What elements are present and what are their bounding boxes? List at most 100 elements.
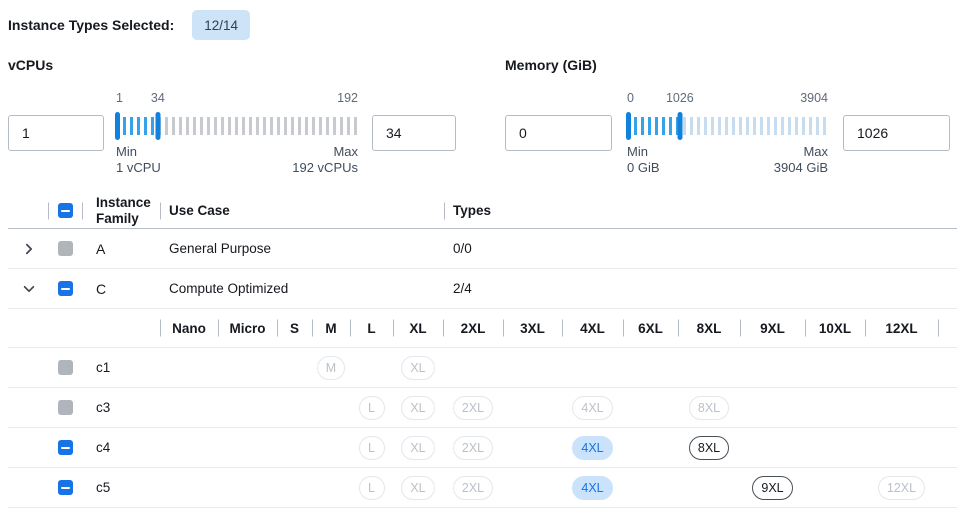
c4-label: c4 bbox=[96, 440, 111, 455]
c5-label: c5 bbox=[96, 480, 111, 495]
selection-summary-label: Instance Types Selected: bbox=[8, 17, 175, 33]
column-header-use-case: Use Case bbox=[160, 193, 444, 228]
vcpus-filter: vCPUs 1 34 192 Min 1 bbox=[8, 57, 456, 175]
c3-2xl-pill: 2XL bbox=[452, 395, 494, 420]
vcpus-max-input[interactable] bbox=[372, 115, 456, 151]
c1-m-pill: M bbox=[316, 355, 346, 380]
size-header-filler bbox=[938, 309, 957, 347]
indeterminate-dash-icon bbox=[60, 446, 70, 449]
selection-count-badge: 12/14 bbox=[192, 10, 251, 40]
memory-scale-start: 0 bbox=[627, 91, 634, 105]
c5-9xl-pill[interactable]: 9XL bbox=[752, 475, 793, 500]
column-header-types: Types bbox=[444, 193, 957, 228]
c5-4xl-pill[interactable]: 4XL bbox=[572, 475, 613, 500]
family-c-checkbox[interactable] bbox=[57, 281, 73, 296]
instance-family-table: Instance Family Use Case Types A General… bbox=[8, 193, 957, 508]
size-header-12xl: 12XL bbox=[865, 309, 938, 347]
family-row-a: A General Purpose 0/0 bbox=[8, 229, 957, 269]
memory-max-input[interactable] bbox=[843, 115, 950, 151]
type-row-c4: c4 L XL 2XL 4XL 8XL bbox=[8, 428, 957, 468]
vcpus-slider-selected-range bbox=[116, 117, 158, 135]
type-row-c5: c5 L XL 2XL 4XL 9XL 12XL bbox=[8, 468, 957, 508]
vcpus-max-label: Max bbox=[333, 144, 358, 159]
c4-4xl-pill[interactable]: 4XL bbox=[572, 435, 613, 460]
memory-scale-current: 1026 bbox=[665, 91, 694, 105]
memory-max-sublabel: 3904 GiB bbox=[773, 160, 828, 175]
type-row-c3: c3 L XL 2XL 4XL 8XL bbox=[8, 388, 957, 428]
size-header-9xl: 9XL bbox=[740, 309, 805, 347]
memory-slider-min-handle[interactable] bbox=[626, 112, 631, 140]
vcpus-slider[interactable]: 1 34 192 Min 1 vCPU Max bbox=[115, 91, 358, 175]
c3-checkbox bbox=[57, 400, 73, 415]
memory-filter: Memory (GiB) 0 1026 3904 Min bbox=[505, 57, 950, 175]
family-a-label: A bbox=[96, 240, 106, 257]
size-header-8xl: 8XL bbox=[678, 309, 740, 347]
vcpus-min-label: Min bbox=[116, 144, 137, 159]
c3-l-pill: L bbox=[358, 395, 385, 420]
size-header-nano: Nano bbox=[160, 309, 218, 347]
c4-checkbox[interactable] bbox=[57, 440, 73, 455]
vcpus-scale-start: 1 bbox=[116, 91, 123, 105]
family-c-label: C bbox=[96, 280, 107, 297]
memory-scale-end: 3904 bbox=[800, 91, 828, 105]
c4-xl-pill: XL bbox=[401, 435, 435, 460]
size-header-6xl: 6XL bbox=[623, 309, 678, 347]
indeterminate-dash-icon bbox=[61, 209, 70, 212]
c1-xl-pill: XL bbox=[401, 355, 435, 380]
family-a-use-case: General Purpose bbox=[169, 241, 272, 256]
size-header-3xl: 3XL bbox=[503, 309, 562, 347]
memory-scale-labels: 0 1026 3904 bbox=[627, 91, 828, 107]
c4-2xl-pill: 2XL bbox=[452, 435, 494, 460]
vcpus-slider-max-handle[interactable] bbox=[155, 112, 161, 140]
memory-min-input[interactable] bbox=[505, 115, 612, 151]
chevron-down-icon bbox=[23, 285, 35, 292]
vcpus-min-sublabel: 1 vCPU bbox=[116, 160, 161, 175]
size-header-s: S bbox=[277, 309, 312, 347]
family-a-checkbox bbox=[57, 241, 73, 256]
size-header-micro: Micro bbox=[218, 309, 277, 347]
memory-slider-max-handle[interactable] bbox=[677, 112, 683, 140]
size-header-4xl: 4XL bbox=[562, 309, 623, 347]
c1-checkbox bbox=[57, 360, 73, 375]
family-a-expand-button[interactable] bbox=[8, 229, 48, 268]
family-a-types-count: 0/0 bbox=[453, 241, 472, 256]
family-c-use-case: Compute Optimized bbox=[169, 281, 289, 296]
c3-8xl-pill: 8XL bbox=[688, 395, 730, 420]
indeterminate-dash-icon bbox=[60, 486, 70, 489]
family-c-collapse-button[interactable] bbox=[8, 269, 48, 308]
c4-8xl-pill[interactable]: 8XL bbox=[688, 435, 730, 460]
select-all-checkbox[interactable] bbox=[58, 203, 73, 218]
vcpus-min-input[interactable] bbox=[8, 115, 104, 151]
c3-xl-pill: XL bbox=[401, 395, 435, 420]
vcpus-slider-track[interactable] bbox=[116, 117, 358, 135]
vcpus-minmax-labels: Min 1 vCPU Max 192 vCPUs bbox=[116, 144, 358, 176]
size-header-row: Nano Micro S M L XL 2XL 3XL 4XL 6XL 8XL … bbox=[8, 309, 957, 348]
size-header-2xl: 2XL bbox=[443, 309, 503, 347]
memory-slider[interactable]: 0 1026 3904 Min 0 GiB Max bbox=[626, 91, 828, 175]
table-header-row: Instance Family Use Case Types bbox=[8, 193, 957, 229]
memory-minmax-labels: Min 0 GiB Max 3904 GiB bbox=[627, 144, 828, 176]
c5-checkbox[interactable] bbox=[57, 480, 73, 495]
vcpus-title: vCPUs bbox=[8, 57, 54, 73]
vcpus-scale-end: 192 bbox=[337, 91, 358, 105]
c3-label: c3 bbox=[96, 400, 111, 415]
vcpus-scale-labels: 1 34 192 bbox=[116, 91, 358, 107]
memory-slider-selected-range bbox=[627, 117, 680, 135]
size-header-l: L bbox=[350, 309, 393, 347]
column-header-instance-family: Instance Family bbox=[82, 193, 160, 228]
size-header-m: M bbox=[312, 309, 350, 347]
c4-l-pill: L bbox=[358, 435, 385, 460]
family-row-c: C Compute Optimized 2/4 bbox=[8, 269, 957, 309]
filters: vCPUs 1 34 192 Min 1 bbox=[8, 57, 950, 175]
vcpus-scale-current: 34 bbox=[150, 91, 165, 105]
c5-12xl-pill: 12XL bbox=[877, 475, 926, 500]
c5-2xl-pill: 2XL bbox=[452, 475, 494, 500]
c1-label: c1 bbox=[96, 360, 111, 375]
memory-max-label: Max bbox=[803, 144, 828, 159]
vcpus-max-sublabel: 192 vCPUs bbox=[292, 160, 358, 175]
size-header-xl: XL bbox=[393, 309, 443, 347]
size-header-10xl: 10XL bbox=[805, 309, 865, 347]
memory-title: Memory (GiB) bbox=[505, 57, 597, 73]
vcpus-slider-min-handle[interactable] bbox=[115, 112, 120, 140]
